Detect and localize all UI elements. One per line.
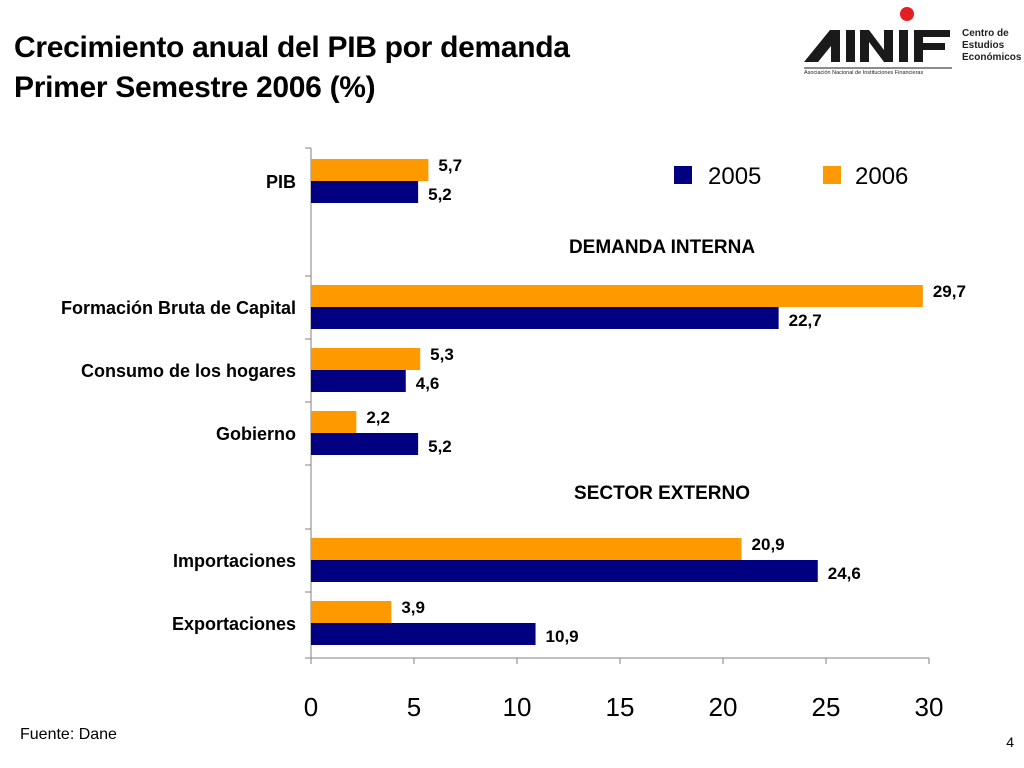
data-label-2005: 4,6 xyxy=(416,374,440,393)
title-line-1: Crecimiento anual del PIB por demanda xyxy=(14,31,570,64)
bar-2006 xyxy=(311,159,429,181)
legend-swatch-2006 xyxy=(823,166,841,184)
x-tick-label: 30 xyxy=(915,692,944,722)
data-label-2005: 5,2 xyxy=(428,437,452,456)
slide-title: Crecimiento anual del PIB por demanda Pr… xyxy=(14,28,570,108)
x-tick-label: 15 xyxy=(606,692,635,722)
data-label-2006: 5,3 xyxy=(430,345,454,364)
category-label: Formación Bruta de Capital xyxy=(61,298,296,318)
data-label-2005: 10,9 xyxy=(546,627,579,646)
logo-side-line: Estudios xyxy=(962,40,1005,51)
anif-logo xyxy=(804,7,952,69)
category-label: Consumo de los hogares xyxy=(81,361,296,381)
bar-2006 xyxy=(311,348,421,370)
x-tick-label: 10 xyxy=(503,692,532,722)
title-line-2: Primer Semestre 2006 (%) xyxy=(14,71,376,104)
bar-2005 xyxy=(311,560,818,582)
data-label-2005: 5,2 xyxy=(428,185,452,204)
legend-label-2005: 2005 xyxy=(708,163,761,190)
bar-2006 xyxy=(311,538,742,560)
x-tick-label: 20 xyxy=(709,692,738,722)
bar-2005 xyxy=(311,623,536,645)
data-label-2006: 3,9 xyxy=(401,598,425,617)
logo-subtitle: Asociación Nacional de Instituciones Fin… xyxy=(804,70,924,76)
bar-2006 xyxy=(311,285,923,307)
bar-2005 xyxy=(311,181,419,203)
data-label-2006: 2,2 xyxy=(366,408,390,427)
section-label: SECTOR EXTERNO xyxy=(574,483,750,504)
bar-2005 xyxy=(311,433,419,455)
legend-swatch-2005 xyxy=(674,166,692,184)
data-label-2006: 29,7 xyxy=(933,282,966,301)
logo-wordmark xyxy=(804,30,950,62)
logo-side-line: Centro de xyxy=(962,28,1009,39)
page-number: 4 xyxy=(1006,734,1014,750)
section-label: DEMANDA INTERNA xyxy=(569,237,755,258)
category-label: Importaciones xyxy=(173,551,296,571)
legend-label-2006: 2006 xyxy=(855,163,908,190)
category-label: Gobierno xyxy=(216,424,296,444)
bar-2006 xyxy=(311,411,357,433)
x-tick-label: 0 xyxy=(304,692,318,722)
category-label: Exportaciones xyxy=(172,614,296,634)
data-label-2005: 24,6 xyxy=(828,564,861,583)
data-label-2005: 22,7 xyxy=(789,311,822,330)
category-label: PIB xyxy=(266,172,296,192)
logo-red-dot xyxy=(900,7,914,21)
data-label-2006: 20,9 xyxy=(752,535,785,554)
logo-side-text: Centro de Estudios Económicos xyxy=(962,28,1021,64)
x-tick-label: 5 xyxy=(407,692,421,722)
bar-2006 xyxy=(311,601,392,623)
data-label-2006: 5,7 xyxy=(438,156,462,175)
logo-side-line: Económicos xyxy=(962,52,1022,63)
source-note: Fuente: Dane xyxy=(20,726,117,743)
bar-2005 xyxy=(311,370,406,392)
bar-2005 xyxy=(311,307,779,329)
x-tick-label: 25 xyxy=(812,692,841,722)
